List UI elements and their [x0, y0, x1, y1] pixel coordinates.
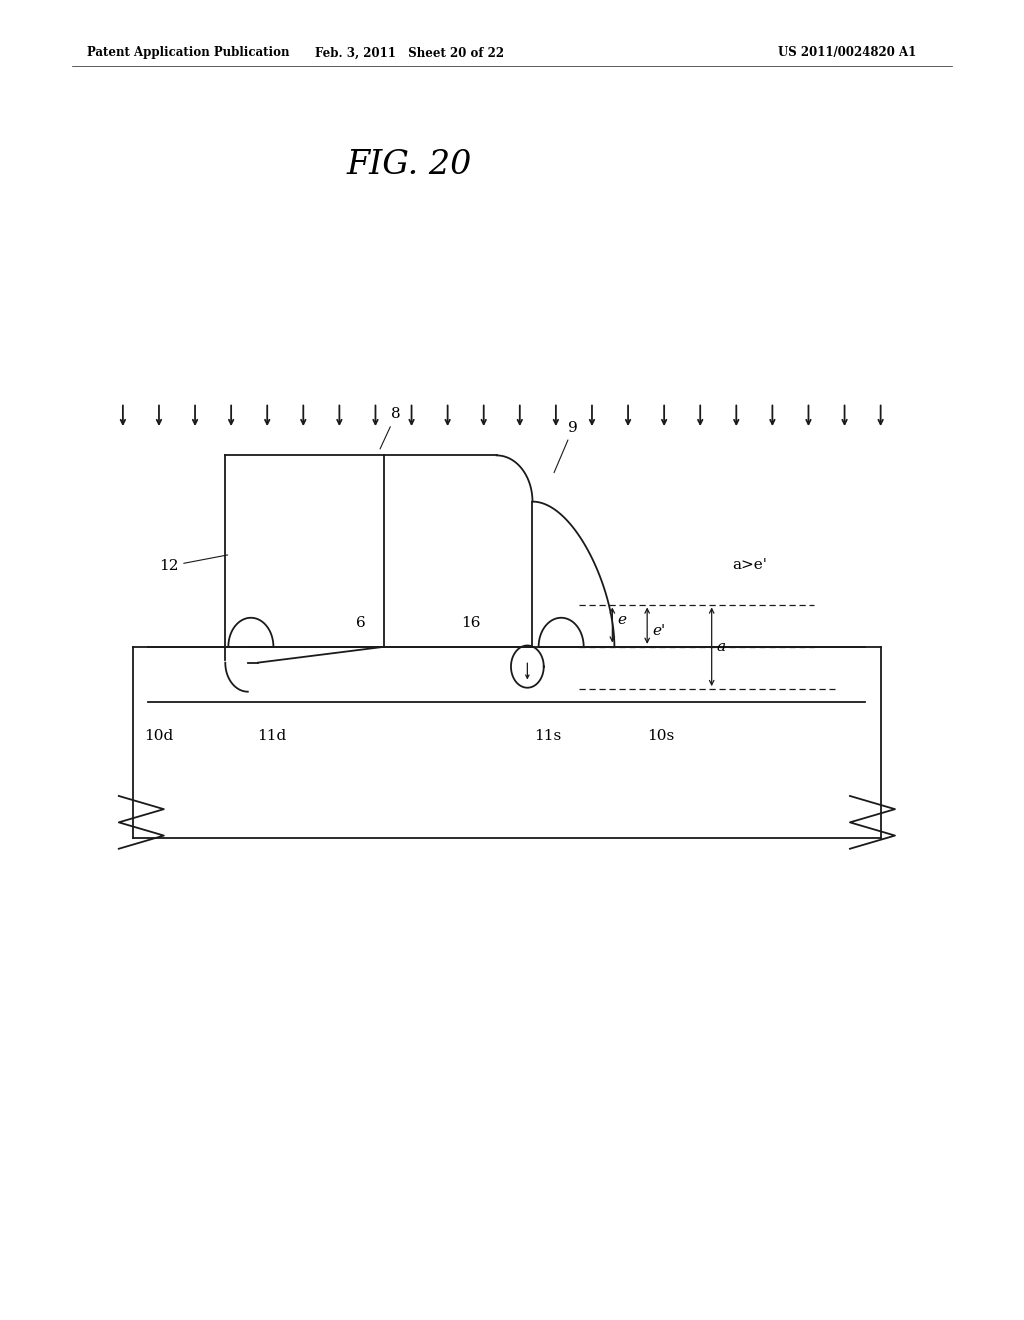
- Text: FIG. 20: FIG. 20: [347, 149, 472, 181]
- Text: Patent Application Publication: Patent Application Publication: [87, 46, 290, 59]
- Text: e': e': [652, 624, 666, 638]
- Text: e: e: [617, 614, 627, 627]
- Text: 8: 8: [380, 408, 400, 449]
- Text: 10d: 10d: [144, 729, 173, 743]
- Text: 6: 6: [355, 615, 366, 630]
- Text: Feb. 3, 2011   Sheet 20 of 22: Feb. 3, 2011 Sheet 20 of 22: [315, 46, 504, 59]
- Text: a>e': a>e': [732, 558, 767, 572]
- Text: US 2011/0024820 A1: US 2011/0024820 A1: [778, 46, 916, 59]
- Text: 12: 12: [159, 554, 227, 573]
- Text: 9: 9: [554, 421, 579, 473]
- Text: a: a: [717, 640, 726, 653]
- Text: 10s: 10s: [647, 729, 674, 743]
- Text: 11s: 11s: [535, 729, 561, 743]
- Text: 11d: 11d: [257, 729, 286, 743]
- Text: 16: 16: [461, 615, 481, 630]
